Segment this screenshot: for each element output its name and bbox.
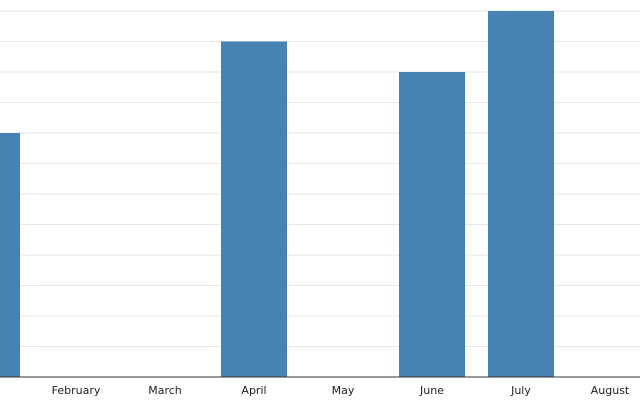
bar bbox=[488, 11, 554, 377]
bar bbox=[221, 41, 287, 377]
x-tick-label: July bbox=[510, 384, 531, 397]
bar bbox=[399, 72, 465, 377]
x-tick-label: June bbox=[419, 384, 444, 397]
x-tick-label: May bbox=[332, 384, 355, 397]
x-tick-label: August bbox=[591, 384, 630, 397]
bar bbox=[0, 133, 20, 377]
x-tick-label: April bbox=[241, 384, 266, 397]
x-tick-label: February bbox=[52, 384, 101, 397]
x-tick-label: March bbox=[148, 384, 182, 397]
